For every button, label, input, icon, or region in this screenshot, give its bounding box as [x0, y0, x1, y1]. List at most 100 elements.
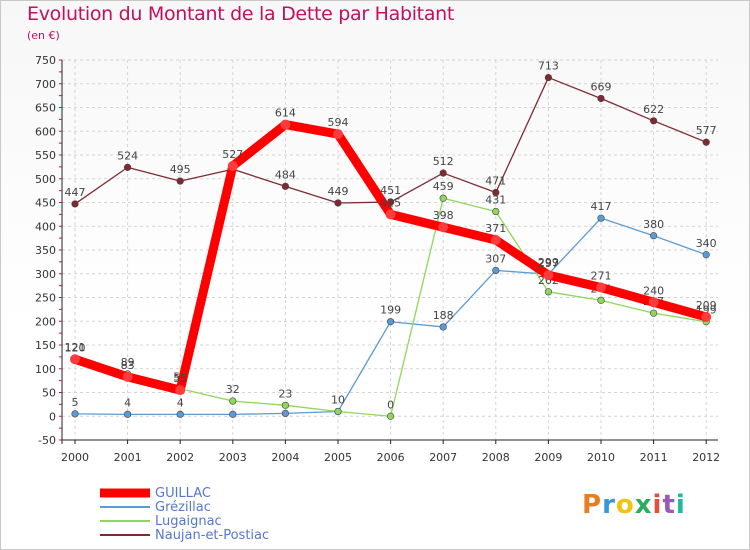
point-naujan-et-postiac-2002	[176, 177, 184, 185]
logo-letter: P	[582, 490, 603, 520]
point-guillac-2007	[438, 222, 449, 233]
point-lugaignac-2008	[492, 207, 500, 216]
data-label-gr-zillac-2002: 4	[177, 396, 184, 409]
point-guillac-2010	[596, 282, 606, 293]
point-gr-zillac-2006	[387, 318, 395, 326]
point-lugaignac-2011	[649, 309, 658, 317]
x-tick-label-2012: 2012	[692, 451, 720, 464]
x-tick-label-2006: 2006	[377, 451, 405, 464]
point-lugaignac-2006	[387, 412, 395, 420]
point-guillac-2004	[280, 119, 291, 130]
data-label-gr-zillac-2001: 4	[124, 396, 131, 409]
logo-letter: r	[602, 490, 616, 520]
data-label-naujan-et-postiac-2004: 484	[275, 168, 296, 181]
data-label-naujan-et-postiac-2012: 577	[696, 124, 717, 137]
data-label-gr-zillac-2000: 5	[72, 396, 79, 409]
data-label-naujan-et-postiac-2010: 669	[591, 80, 612, 93]
data-label-gr-zillac-2012: 340	[696, 237, 717, 250]
data-label-guillac-2004: 614	[275, 107, 296, 120]
point-lugaignac-2009	[544, 288, 553, 296]
x-tick-label-2011: 2011	[640, 451, 668, 464]
legend-item-lugaignac[interactable]: Lugaignac	[100, 513, 269, 529]
point-guillac-2000	[70, 354, 80, 365]
logo-letter: o	[615, 490, 635, 520]
data-label-lugaignac-2003: 32	[226, 383, 240, 396]
y-tick-label-650: 650	[35, 102, 56, 115]
legend-label-guillac: GUILLAC	[155, 485, 211, 501]
point-gr-zillac-2012	[702, 251, 710, 259]
point-naujan-et-postiac-2012	[702, 138, 710, 146]
legend-swatch-guillac	[100, 488, 150, 498]
data-label-lugaignac-2008: 431	[485, 194, 506, 207]
point-naujan-et-postiac-2004	[281, 182, 290, 190]
point-guillac-2002	[175, 385, 186, 396]
point-guillac-2005	[333, 129, 343, 140]
data-label-naujan-et-postiac-2009: 713	[538, 60, 559, 73]
legend-item-grezillac[interactable]: Grézillac	[100, 499, 269, 515]
data-label-naujan-et-postiac-2005: 449	[328, 185, 349, 198]
data-label-lugaignac-2004: 23	[278, 387, 292, 400]
point-lugaignac-2010	[597, 296, 605, 304]
legend-label-grezillac: Grézillac	[155, 499, 211, 515]
data-label-lugaignac-2001: 89	[121, 356, 135, 369]
point-guillac-2008	[490, 235, 501, 246]
point-guillac-2001	[122, 371, 133, 382]
data-label-naujan-et-postiac-2001: 524	[117, 149, 138, 162]
data-label-naujan-et-postiac-2007: 512	[433, 155, 454, 168]
y-tick-label-0: 0	[49, 410, 56, 423]
point-lugaignac-2003	[229, 397, 237, 405]
data-label-guillac-2000: 120	[65, 341, 86, 354]
chart-subtitle: (en €)	[27, 29, 60, 42]
x-tick-label-2007: 2007	[429, 451, 457, 464]
data-label-lugaignac-2006: 0	[387, 398, 394, 411]
data-label-gr-zillac-2010: 417	[591, 200, 612, 213]
logo-letter: t	[662, 490, 676, 520]
logo-letter: x	[634, 490, 653, 520]
data-label-naujan-et-postiac-2002: 495	[170, 163, 191, 176]
point-naujan-et-postiac-2009	[544, 73, 553, 82]
data-label-guillac-2008: 371	[485, 222, 506, 235]
data-label-gr-zillac-2005: 10	[331, 394, 345, 407]
point-gr-zillac-2001	[123, 410, 132, 418]
y-tick-label-500: 500	[35, 173, 56, 186]
y-tick-label-300: 300	[35, 268, 56, 281]
point-guillac-2012	[701, 311, 712, 322]
legend: GUILLAC Grézillac Lugaignac Naujan-et-Po…	[100, 485, 269, 543]
y-tick-label-100: 100	[35, 363, 56, 376]
x-tick-label-2004: 2004	[271, 451, 299, 464]
legend-label-lugaignac: Lugaignac	[155, 513, 222, 529]
point-gr-zillac-2011	[649, 232, 658, 240]
point-guillac-2003	[227, 160, 238, 171]
point-guillac-2009	[543, 270, 554, 281]
legend-item-guillac[interactable]: GUILLAC	[100, 485, 269, 501]
data-label-guillac-2009: 297	[538, 257, 559, 270]
proxiti-logo: Proxiti	[582, 490, 686, 520]
y-tick-label-550: 550	[35, 149, 56, 162]
point-lugaignac-2005	[334, 407, 342, 416]
logo-letter: i	[652, 490, 663, 520]
data-label-naujan-et-postiac-2011: 622	[643, 103, 664, 116]
y-tick-label-200: 200	[35, 315, 56, 328]
data-label-guillac-2012: 209	[696, 299, 717, 312]
point-lugaignac-2007	[439, 194, 447, 202]
legend-item-naujan[interactable]: Naujan-et-Postiac	[100, 528, 269, 543]
x-tick-label-2010: 2010	[587, 451, 615, 464]
point-gr-zillac-2000	[71, 410, 79, 418]
data-label-guillac-2010: 271	[591, 270, 612, 283]
y-tick-label-400: 400	[35, 220, 56, 233]
data-label-naujan-et-postiac-2000: 447	[65, 186, 86, 199]
x-tick-label-2008: 2008	[482, 451, 510, 464]
chart-title: Evolution du Montant de la Dette par Hab…	[27, 3, 455, 25]
point-gr-zillac-2003	[229, 410, 237, 418]
point-gr-zillac-2010	[597, 214, 605, 222]
x-tick-label-2000: 2000	[61, 451, 89, 464]
data-label-guillac-2002: 55	[173, 372, 187, 385]
x-tick-label-2009: 2009	[534, 451, 562, 464]
y-tick-label-700: 700	[35, 78, 56, 91]
point-guillac-2006	[385, 209, 396, 220]
point-naujan-et-postiac-2008	[492, 188, 500, 197]
y-tick-label-250: 250	[35, 292, 56, 305]
point-guillac-2011	[648, 297, 659, 308]
data-label-naujan-et-postiac-2008: 471	[485, 175, 506, 188]
legend-swatch-naujan	[100, 534, 150, 536]
